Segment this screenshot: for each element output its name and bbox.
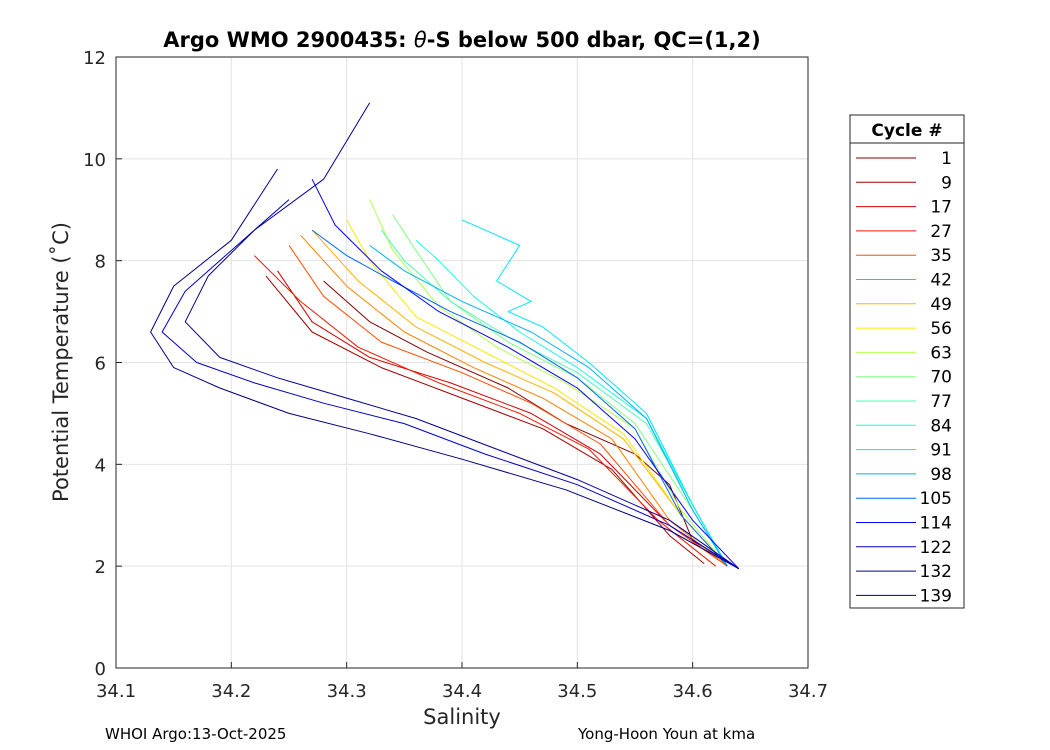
x-tick-label: 34.2	[211, 681, 251, 702]
legend: Cycle # 1 9 17 27 35 42 49 56 63 70 77 84 91 98 105 114…	[849, 114, 965, 609]
legend-entry-label: 98	[930, 465, 952, 485]
series-layer	[150, 102, 740, 570]
y-tick-label: 10	[83, 150, 106, 171]
series-line-cycle-105	[311, 229, 728, 567]
legend-title: Cycle #	[871, 121, 942, 141]
series-line-cycle-91	[461, 219, 728, 567]
legend-entry-label: 9	[941, 173, 952, 193]
y-axis-label: Potential Temperature (˚C)	[49, 222, 73, 502]
legend-entry-label: 122	[920, 538, 952, 558]
legend-entry-label: 35	[930, 246, 952, 266]
legend-entry-label: 1	[941, 149, 952, 169]
x-axis-label: Salinity	[423, 705, 501, 729]
series-line-cycle-63	[369, 199, 728, 567]
legend-entry-label: 114	[920, 514, 952, 534]
legend-entry-label: 27	[930, 222, 952, 242]
x-tick-label: 34.7	[788, 681, 828, 702]
series-line-cycle-56	[346, 219, 728, 567]
footer-author: Yong-Hoon Youn at kma	[578, 725, 756, 743]
series-line-cycle-122	[161, 199, 740, 570]
series-line-cycle-114	[311, 178, 740, 570]
series-line-cycle-27	[254, 255, 717, 567]
legend-entry-label: 139	[920, 586, 952, 606]
series-line-cycle-42	[300, 234, 728, 567]
legend-entry-label: 56	[930, 319, 952, 339]
legend-entry-label: 105	[920, 489, 952, 509]
legend-entries: 1 9 17 27 35 42 49 56 63 70 77 84 91 98 105 114 122 132 13…	[856, 149, 952, 606]
series-line-cycle-98	[369, 244, 728, 567]
y-tick-label: 6	[95, 354, 106, 375]
x-axis: 34.1 34.2 34.3 34.4 34.5 34.6 34.7	[96, 662, 828, 702]
series-line-cycle-17	[277, 270, 728, 567]
legend-entry-label: 91	[930, 441, 952, 461]
y-tick-label: 4	[95, 455, 106, 476]
x-tick-label: 34.4	[442, 681, 482, 702]
legend-entry-label: 70	[930, 368, 952, 388]
legend-entry-label: 63	[930, 343, 952, 363]
x-tick-label: 34.1	[96, 681, 136, 702]
y-tick-label: 2	[95, 557, 106, 578]
y-tick-label: 12	[83, 48, 106, 69]
legend-entry-label: 77	[930, 392, 952, 412]
grid-lines	[116, 57, 808, 668]
legend-entry-label: 17	[930, 198, 952, 218]
series-line-cycle-139	[150, 168, 740, 570]
y-axis: 0 2 4 6 8 10 12	[83, 48, 122, 680]
x-tick-label: 34.5	[557, 681, 597, 702]
series-line-cycle-9	[265, 275, 705, 564]
x-tick-label: 34.6	[673, 681, 713, 702]
y-tick-label: 8	[95, 252, 106, 273]
legend-entry-label: 84	[930, 416, 952, 436]
legend-entry-label: 42	[930, 271, 952, 291]
y-tick-label: 0	[95, 659, 106, 680]
x-tick-label: 34.3	[327, 681, 367, 702]
series-line-cycle-132	[184, 102, 740, 570]
chart-title: Argo WMO 2900435: θ-S below 500 dbar, QC…	[163, 28, 760, 52]
legend-entry-label: 49	[930, 295, 952, 315]
legend-box	[849, 114, 965, 609]
legend-entry-label: 132	[920, 562, 952, 582]
footer-source: WHOI Argo:13-Oct-2025	[105, 725, 287, 743]
series-line-cycle-70	[392, 214, 728, 567]
series-line-cycle-35	[288, 245, 728, 567]
